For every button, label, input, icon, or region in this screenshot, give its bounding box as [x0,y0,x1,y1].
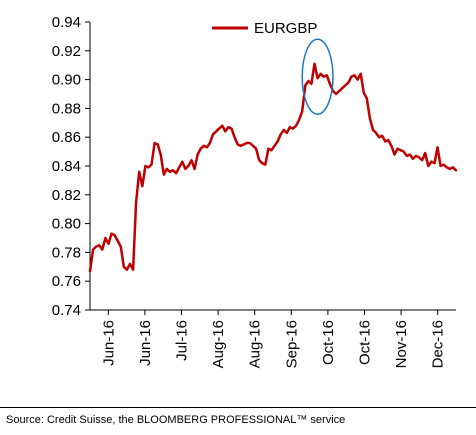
y-tick-label: 0.92 [52,43,81,60]
y-tick-label: 0.82 [52,187,81,204]
x-tick-label: Sep-16 [283,320,300,368]
y-tick-label: 0.88 [52,100,81,117]
legend-label-eurgbp: EURGBP [254,20,317,37]
y-tick-label: 0.80 [52,216,81,233]
y-axis: 0.74 0.76 0.78 0.80 0.82 0.84 0.86 0.88 0.90 0.92… [52,14,91,319]
x-tick-label: Jun-16 [100,320,117,366]
y-tick-label: 0.86 [52,129,81,146]
x-tick-label: Jul-16 [174,320,191,361]
x-tick-label: Dec-16 [430,320,447,368]
y-tick-label: 0.94 [52,14,81,31]
x-tick-label: Oct-16 [320,320,337,365]
source-note: Source: Credit Suisse, the BLOOMBERG PRO… [6,414,346,426]
legend: EURGBP [212,20,317,37]
y-tick-label: 0.74 [52,302,81,319]
x-tick-label: Aug-16 [247,320,264,368]
y-tick-label: 0.84 [52,158,81,175]
x-tick-label: Jun-16 [137,320,154,366]
y-tick-label: 0.76 [52,273,81,290]
y-tick-label: 0.78 [52,244,81,261]
y-tick-label: 0.90 [52,72,81,89]
x-tick-label: Nov-16 [393,320,410,368]
x-axis: Jun-16 Jun-16 Jul-16 Aug-16 Aug-16 Sep-16 Oct-… [90,309,456,368]
series-line-eurgbp [88,62,458,273]
x-tick-label: Aug-16 [210,320,227,368]
x-tick-label: Oct-16 [357,320,374,365]
source-divider [0,407,476,408]
eurgbp-line-chart: 0.74 0.76 0.78 0.80 0.82 0.84 0.86 0.88 0.90 0.92… [52,14,458,368]
plot-area [88,38,458,273]
highlight-ellipse [301,38,334,115]
